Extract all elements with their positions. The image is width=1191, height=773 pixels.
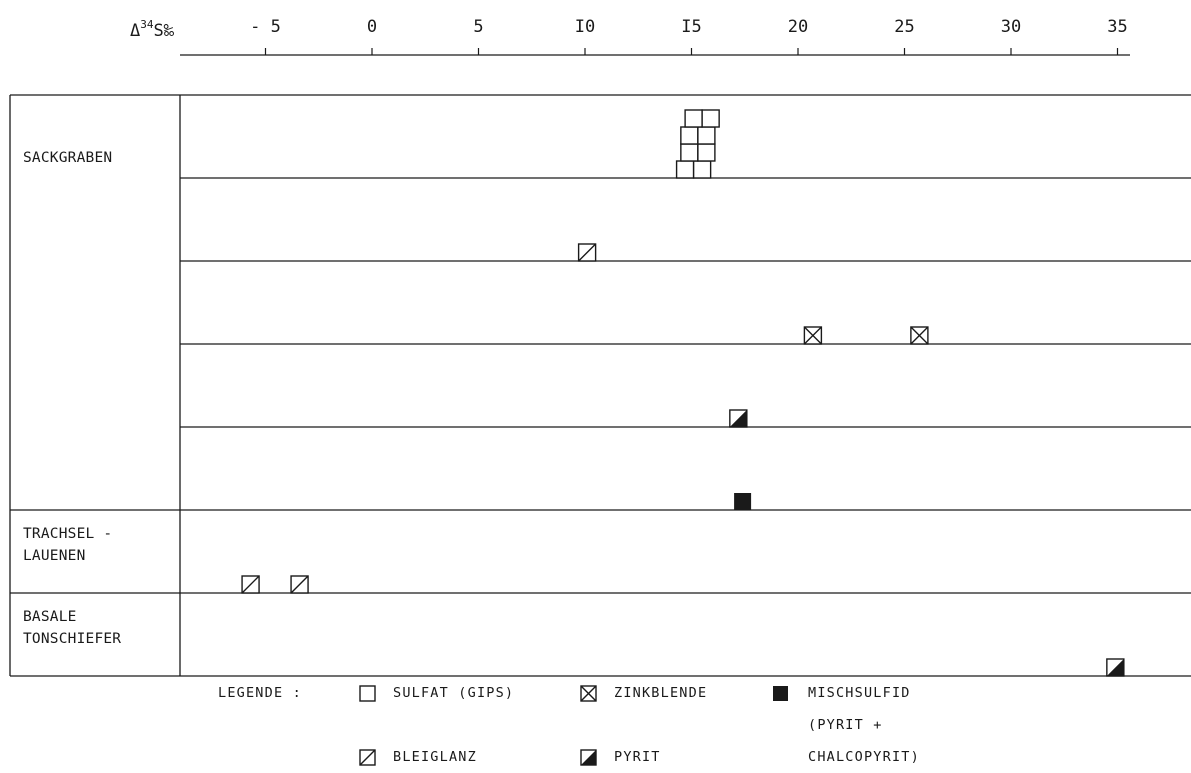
data-point: [697, 143, 716, 162]
x-tick-label: I5: [681, 17, 701, 37]
axis-title: Δ34S‰: [130, 18, 175, 41]
chart-frame: [9, 94, 1191, 677]
x-tick-label: 30: [1001, 17, 1021, 37]
data-point: [803, 326, 823, 345]
x-tick-label: 20: [788, 17, 808, 37]
data-point: [290, 575, 309, 594]
data-point: [729, 409, 748, 428]
data-point: [692, 160, 712, 179]
data-point: [241, 575, 260, 594]
x-tick-label: 35: [1107, 17, 1127, 37]
data-point: [910, 326, 929, 345]
legend-marker: [580, 685, 597, 702]
data-point: [734, 493, 752, 510]
x-tick-label: 25: [894, 17, 914, 37]
legend-marker: [773, 686, 788, 701]
data-point: [697, 126, 716, 145]
legend-label: PYRIT: [614, 749, 661, 765]
legend-marker: [359, 749, 376, 766]
x-tick-label: 5: [473, 17, 483, 37]
legend-label: ZINKBLENDE: [614, 685, 707, 701]
x-tick-label: - 5: [250, 17, 281, 37]
group-label: TRACHSEL -LAUENEN: [23, 526, 112, 564]
group-label: BASALE TONSCHIEFER: [23, 609, 121, 647]
data-point: [684, 109, 703, 128]
data-marks: [241, 109, 1125, 677]
x-axis: Δ34S‰ - 5 0 5 I0 I5 20 25 30 35: [130, 17, 1130, 56]
legend-marker: [580, 749, 597, 766]
legend-label: SULFAT (GIPS): [393, 685, 514, 701]
data-point: [1106, 658, 1125, 677]
data-point: [680, 126, 699, 145]
legend-title: LEGENDE :: [218, 685, 302, 701]
legend: LEGENDE : SULFAT (GIPS) ZINKBLENDE MISCHSUL…: [218, 685, 920, 766]
group-labels: SACKGRABEN TRACHSEL -LAUENEN BASALE TONSCHI…: [23, 150, 121, 647]
data-point: [577, 243, 597, 262]
data-point: [701, 109, 720, 128]
legend-marker: [359, 685, 376, 702]
x-tick-label: 0: [367, 17, 377, 37]
legend-label: BLEIGLANZ: [393, 749, 477, 765]
legend-label: MISCHSULFID (PYRIT + CHALCOPYRIT): [808, 685, 920, 765]
x-tick-label: I0: [575, 17, 595, 37]
group-label: SACKGRABEN: [23, 150, 112, 166]
data-point: [675, 160, 695, 179]
data-point: [680, 143, 699, 162]
